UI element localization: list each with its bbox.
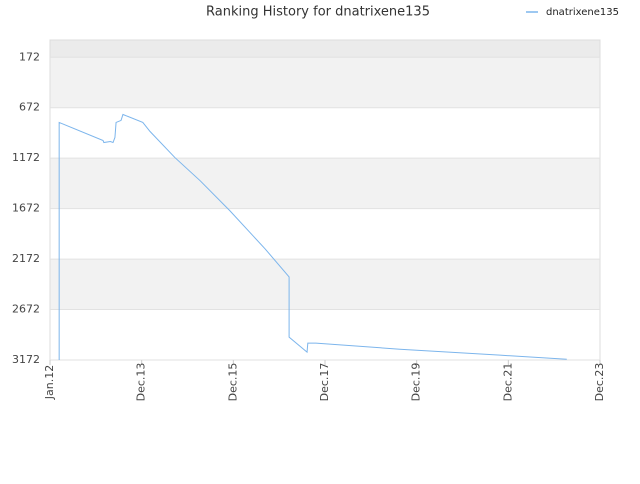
plot-band: [50, 107, 600, 159]
x-tick-label: Dec.13: [135, 363, 148, 402]
y-tick-label: 2172: [12, 252, 40, 265]
plot-band: [50, 40, 600, 58]
y-tick-label: 1672: [12, 202, 40, 215]
y-tick-label: 3172: [12, 353, 40, 366]
legend-label: dnatrixene135: [546, 7, 619, 18]
x-tick-label: Dec.15: [226, 363, 239, 402]
plot-band: [50, 309, 600, 360]
plot-band: [50, 208, 600, 260]
x-tick-label: Dec.23: [593, 363, 606, 402]
series-line: [58, 113, 567, 360]
x-tick-label: Dec.17: [318, 363, 331, 402]
y-tick-label: 672: [19, 101, 40, 114]
y-tick-label: 172: [19, 50, 40, 63]
x-tick-label: Dec.21: [501, 363, 514, 402]
x-tick-label: Dec.19: [410, 363, 423, 402]
chart-title: Ranking History for dnatrixene135: [206, 5, 430, 20]
x-tick-label: Jan.12: [43, 365, 56, 400]
plot-band: [50, 259, 600, 310]
y-tick-label: 2672: [12, 303, 40, 316]
y-tick-label: 1172: [12, 151, 40, 164]
plot-band: [50, 57, 600, 108]
plot-band: [50, 158, 600, 209]
